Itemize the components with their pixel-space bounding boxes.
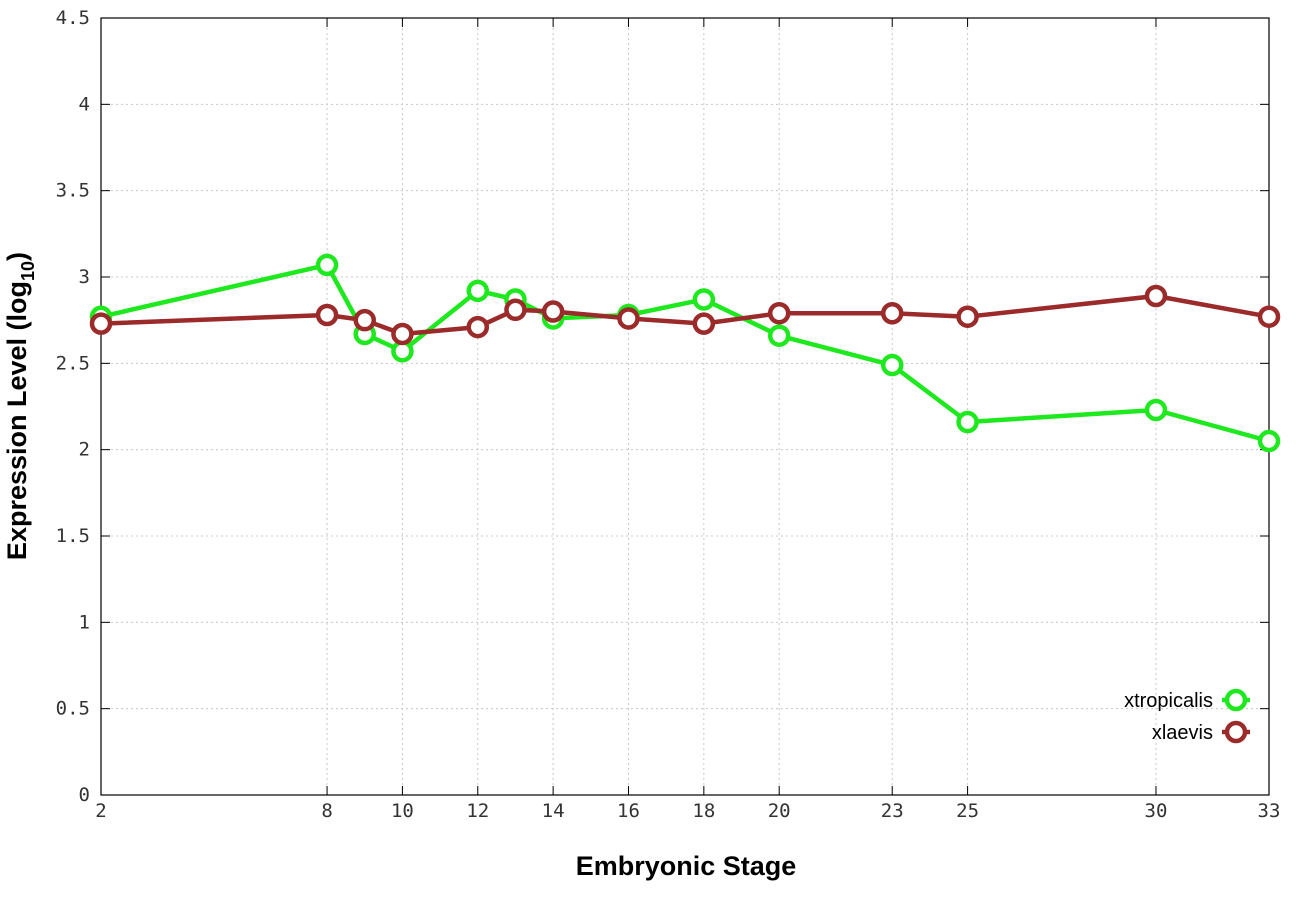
- data-point-xlaevis: [353, 308, 376, 332]
- data-point-xlaevis: [1144, 284, 1168, 308]
- data-point-xlaevis: [89, 312, 113, 335]
- y-tick-label: 3: [79, 266, 90, 288]
- x-tick-label: 18: [692, 800, 715, 822]
- x-tick-label: 8: [321, 800, 332, 822]
- legend-label: xlaevis: [1152, 722, 1213, 744]
- x-tick-label: 33: [1258, 800, 1281, 822]
- data-point-xlaevis: [466, 315, 490, 339]
- y-axis-title: Expression Level (log10): [2, 252, 38, 560]
- data-point-xlaevis: [1257, 305, 1281, 328]
- data-point-xlaevis: [617, 307, 640, 330]
- y-tick-label: 3.5: [56, 180, 90, 202]
- data-point-xlaevis: [956, 305, 979, 328]
- axis-ticks: 0 0.5 1 1.5 2 2.5 3 3.5 4 4.5 2 8 10 12 14 16 18 20 23 25 30…: [56, 7, 1281, 822]
- y-tick-label: 2: [79, 439, 90, 461]
- data-point-xlaevis: [880, 302, 904, 325]
- data-point-xlaevis: [504, 298, 527, 322]
- series-xtropicalis: [89, 253, 1281, 453]
- plot-frame: [100, 17, 1270, 796]
- y-tick-label: 2.5: [56, 352, 90, 374]
- x-tick-label: 12: [466, 800, 489, 822]
- data-point-xtropicalis: [692, 288, 716, 311]
- grid: [101, 18, 1269, 795]
- data-point-xlaevis: [692, 312, 716, 335]
- legend: xtropicalis xlaevis: [1124, 688, 1250, 744]
- x-tick-label: 20: [768, 800, 791, 822]
- x-tick-label: 30: [1145, 800, 1168, 822]
- x-tick-label: 14: [542, 800, 565, 822]
- y-tick-label: 0: [79, 784, 90, 806]
- data-point-xlaevis: [767, 302, 791, 325]
- x-tick-label: 16: [617, 800, 640, 822]
- data-point-xtropicalis: [1257, 429, 1281, 453]
- series-group: [89, 253, 1281, 453]
- legend-item-xlaevis: xlaevis: [1152, 720, 1250, 744]
- y-axis-title-subscript: 10: [18, 261, 38, 281]
- y-axis-title-main: Expression Level (log: [2, 281, 32, 560]
- data-point-xtropicalis: [1144, 398, 1168, 422]
- data-point-xtropicalis: [767, 324, 791, 347]
- y-tick-label: 1: [79, 611, 90, 633]
- legend-item-xtropicalis: xtropicalis: [1124, 688, 1250, 712]
- legend-swatch-marker: [1224, 720, 1248, 744]
- data-point-xtropicalis: [880, 353, 904, 377]
- data-point-xlaevis: [391, 322, 414, 346]
- data-point-xlaevis: [541, 300, 565, 323]
- y-tick-label: 4.5: [56, 7, 90, 29]
- data-point-xlaevis: [315, 303, 339, 327]
- x-tick-label: 2: [95, 800, 106, 822]
- y-axis-title-close: ): [2, 252, 32, 261]
- x-axis-title: Embryonic Stage: [576, 851, 797, 881]
- y-tick-label: 4: [79, 93, 90, 115]
- y-tick-label: 0.5: [56, 698, 90, 720]
- x-tick-label: 23: [881, 800, 904, 822]
- x-tick-label: 10: [391, 800, 414, 822]
- legend-label: xtropicalis: [1124, 690, 1213, 712]
- data-point-xtropicalis: [466, 279, 490, 303]
- x-tick-label: 25: [956, 800, 979, 822]
- y-tick-label: 1.5: [56, 525, 90, 547]
- series-line-xtropicalis: [100, 262, 1270, 444]
- data-point-xtropicalis: [315, 253, 339, 277]
- data-point-xtropicalis: [956, 410, 979, 434]
- legend-swatch-marker: [1224, 688, 1248, 712]
- series-xlaevis: [89, 284, 1281, 346]
